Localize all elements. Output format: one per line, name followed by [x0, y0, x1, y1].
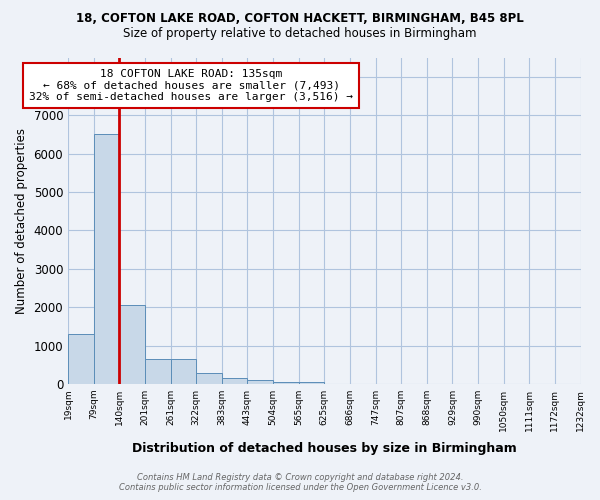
Text: 18 COFTON LAKE ROAD: 135sqm
← 68% of detached houses are smaller (7,493)
32% of : 18 COFTON LAKE ROAD: 135sqm ← 68% of det… — [29, 69, 353, 102]
Text: Contains HM Land Registry data © Crown copyright and database right 2024.
Contai: Contains HM Land Registry data © Crown c… — [119, 473, 481, 492]
Bar — [68, 334, 94, 384]
Bar — [145, 359, 170, 384]
Text: Size of property relative to detached houses in Birmingham: Size of property relative to detached ho… — [123, 28, 477, 40]
Bar — [299, 382, 324, 384]
Bar — [222, 378, 247, 384]
Bar — [196, 373, 222, 384]
Bar — [94, 134, 119, 384]
Y-axis label: Number of detached properties: Number of detached properties — [15, 128, 28, 314]
X-axis label: Distribution of detached houses by size in Birmingham: Distribution of detached houses by size … — [132, 442, 517, 455]
Bar — [170, 359, 196, 384]
Bar — [247, 380, 273, 384]
Bar — [273, 382, 299, 384]
Text: 18, COFTON LAKE ROAD, COFTON HACKETT, BIRMINGHAM, B45 8PL: 18, COFTON LAKE ROAD, COFTON HACKETT, BI… — [76, 12, 524, 26]
Bar — [119, 305, 145, 384]
